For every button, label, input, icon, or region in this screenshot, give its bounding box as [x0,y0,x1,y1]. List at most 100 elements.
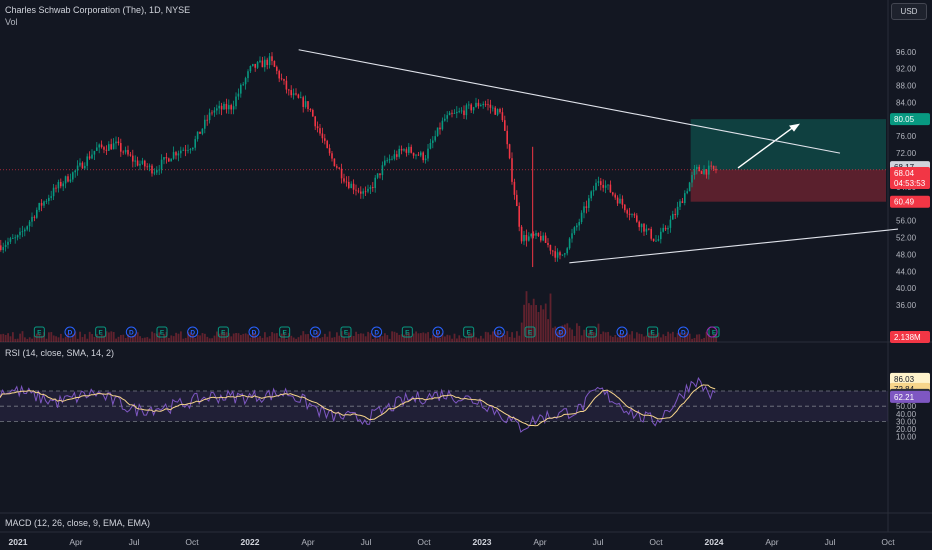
candle-body [230,105,232,110]
marker-label: E [37,330,42,337]
volume-bar [300,335,302,342]
candle-body [614,194,616,198]
volume-bar [441,333,444,342]
earnings-marker[interactable]: E [647,326,659,338]
volume-bar [343,336,345,342]
candle-body [57,181,60,189]
candle-body [420,152,422,156]
candle-body [472,107,475,111]
marker-circle [555,326,567,338]
volume-bar [50,332,53,342]
volume-bar [84,334,86,342]
earnings-marker[interactable]: E [585,326,597,338]
volume-bar [696,334,698,342]
marker-label: D [558,330,563,337]
currency-button[interactable]: USD [891,3,927,20]
marker-label: D [497,330,502,337]
volume-bar [518,335,521,342]
volume-bar [693,337,696,342]
earnings-marker[interactable]: E [463,326,475,338]
time-tick-label: 2021 [9,537,28,547]
earnings-marker[interactable]: E [217,326,229,338]
candle-body [612,192,614,195]
volume-bar [28,337,31,342]
candle-body [16,235,19,238]
candle-body [0,245,2,251]
volume-bar [386,335,389,342]
volume-bar [132,335,134,342]
earnings-marker[interactable]: E [524,326,536,338]
candle-body [324,138,326,141]
earnings-marker[interactable]: E [33,326,45,338]
candle-body [204,119,206,129]
volume-bar [295,338,297,342]
earnings-marker[interactable]: E [401,326,413,338]
dividend-marker[interactable]: D [125,326,137,338]
candle-body [24,229,26,232]
volume-bar [468,334,470,342]
candle-body [189,149,192,151]
marker-label: D [681,330,686,337]
marker-label: D [374,330,379,337]
volume-bar [537,311,540,342]
candle-body [98,144,100,148]
candle-body [667,227,669,230]
volume-bar [146,337,149,342]
dividend-marker[interactable]: D [371,326,383,338]
candle-body [508,144,511,159]
volume-bar [14,338,17,342]
candle-body [681,201,684,204]
candle-body [523,235,525,242]
rsi-title: RSI (14, close, SMA, 14, 2) [5,348,115,358]
candle-body [393,154,396,159]
current-price-tag-bg [890,166,930,189]
dividend-marker[interactable]: D [616,326,628,338]
candle-body [657,239,660,241]
volume-bar [364,336,367,342]
marker-label: E [712,330,717,337]
candle-body [266,59,268,66]
dividend-marker[interactable]: D [493,326,505,338]
volume-bar [612,336,614,342]
dividend-marker[interactable]: D [432,326,444,338]
dividend-marker[interactable]: D [555,326,567,338]
earnings-marker[interactable]: E [279,326,291,338]
candle-body [156,170,158,173]
volume-bar [81,337,84,342]
marker-box [463,326,475,338]
volume-bar [208,338,211,342]
trendlines[interactable] [298,49,899,264]
volume-bar [261,337,264,342]
candle-body [458,111,460,112]
dividend-marker[interactable]: D [677,326,689,338]
dividend-marker[interactable]: D [309,326,321,338]
volume-bar [686,332,689,342]
time-tick-label: Apr [301,537,314,547]
candle-body [645,228,648,232]
candle-body [506,130,508,145]
candle-body [259,60,261,63]
volume-bar [88,331,91,342]
candle-body [309,108,312,110]
dividend-marker[interactable]: D [248,326,260,338]
earnings-marker[interactable]: E [340,326,352,338]
dividend-marker[interactable]: D [187,326,199,338]
volume-bar [621,333,624,342]
earnings-marker[interactable]: E [156,326,168,338]
earnings-marker[interactable]: E [95,326,107,338]
volume-bar [240,334,242,342]
volume-bar [232,333,235,342]
dividend-marker[interactable]: D [64,326,76,338]
long-position-tool[interactable] [0,119,888,202]
candle-body [434,136,436,141]
volume-bar [201,333,204,342]
volume-bar [345,338,348,342]
candle-body [9,238,12,242]
volume-bar [67,333,69,342]
volume-bar [45,338,48,342]
arrow-shaft [737,124,797,169]
volume-bar [412,333,415,342]
candle-body [21,231,24,233]
